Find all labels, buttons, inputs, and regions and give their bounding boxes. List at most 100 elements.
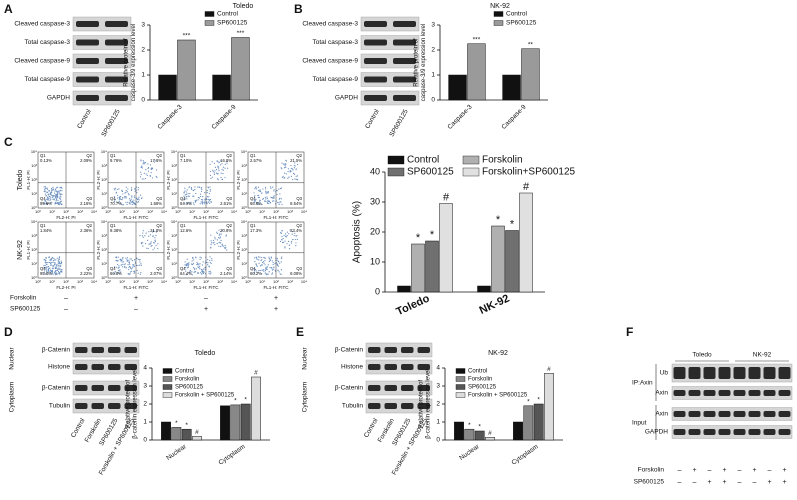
cell-dot [284,164,286,166]
cell-dot [127,188,129,190]
cell-dot [59,198,61,200]
cell-dot [207,187,210,189]
cell-dot [281,256,283,258]
blot-band [124,385,137,391]
cell-dot [127,193,130,195]
cell-dot [113,188,115,190]
cell-dot [45,266,47,268]
blot-band [393,58,416,64]
treatment-sign: + [767,479,771,486]
blot-strip [671,386,793,400]
cell-dot [193,203,195,205]
quadrant-label: Q3 [86,266,92,271]
cell-dot [59,201,61,203]
bar [448,74,467,101]
cell-dot [221,243,223,245]
cell-dot [265,200,267,202]
cell-dot [196,261,198,263]
legend-swatch [493,11,504,17]
axis-tick: 10³ [171,163,177,168]
significance-marker: # [523,181,530,193]
cell-dot [287,168,289,170]
cell-dot [56,265,58,267]
quadrant-label: Q1 [110,153,116,158]
blot-band [733,390,746,396]
cell-dot [279,197,281,199]
cell-dot [284,247,286,249]
cell-dot [218,245,220,247]
cell-dot [144,243,147,245]
blot-band [763,429,776,435]
cell-dot [118,199,120,201]
x-tick-label: Cytoplasm [217,443,246,466]
cell-dot [123,261,125,263]
legend-swatch [162,392,173,398]
cell-dot [200,201,202,203]
cell-dot [154,239,156,241]
cell-dot [151,235,154,237]
cell-dot [49,267,51,269]
cell-dot [121,199,123,201]
bar [485,437,495,441]
legend-label: SP600125 [175,385,204,391]
cell-dot [258,189,260,191]
blot-band [105,58,128,64]
cell-dot [52,195,54,197]
blot-lane-label: Control [70,417,87,439]
cell-dot [149,243,151,245]
treatment-sign: – [204,295,208,302]
cell-dot [197,196,199,199]
axis-tick: 10¹ [259,279,265,284]
cell-dot [261,263,263,266]
blot-band [718,367,731,379]
cell-dot [296,238,298,241]
cell-dot [262,198,264,200]
cell-dot [139,258,141,261]
cell-dot [118,200,120,203]
axis-tick: 10⁰ [31,205,37,210]
blot-row-label: Cleaved caspase-9 [302,58,358,65]
cell-dot [208,200,210,202]
cell-dot [276,259,278,261]
cell-dot [270,257,272,259]
bar [158,74,177,101]
bar [220,405,230,441]
significance-marker: # [254,370,258,377]
blot-band [368,385,381,391]
significance-marker: # [195,429,199,436]
cell-dot [259,200,261,202]
cell-dot [292,239,294,241]
cell-dot [293,234,295,237]
bar [454,421,464,441]
cell-dot [45,200,47,203]
cell-dot [190,186,193,189]
cell-dot [119,197,121,199]
cell-dot [267,273,269,275]
legend-swatch [455,392,466,398]
cell-dot [257,196,260,199]
cell-dot [131,201,133,204]
axis-tick: 10⁰ [101,275,107,280]
cell-dot [197,266,199,268]
cell-dot [59,194,61,196]
cell-dot [130,258,132,260]
cell-dot [56,273,58,276]
cell-dot [294,178,296,180]
treatment-label: Forskolin [638,467,665,474]
blot-band [417,385,430,391]
quadrant-value: 2.22% [80,271,92,276]
bar [177,39,196,101]
blot-strip [365,380,433,396]
cell-dot [124,192,126,194]
cell-dot [210,234,212,236]
cell-dot [208,201,210,203]
axis-tick: 10¹ [171,261,177,266]
blot-band [401,347,414,353]
cell-dot [224,167,226,169]
cell-dot [119,270,121,272]
blot-row-label: Cleaved caspase-9 [14,58,70,65]
cell-dot [291,168,293,170]
cell-dot [217,161,219,163]
cell-dot [258,262,260,264]
